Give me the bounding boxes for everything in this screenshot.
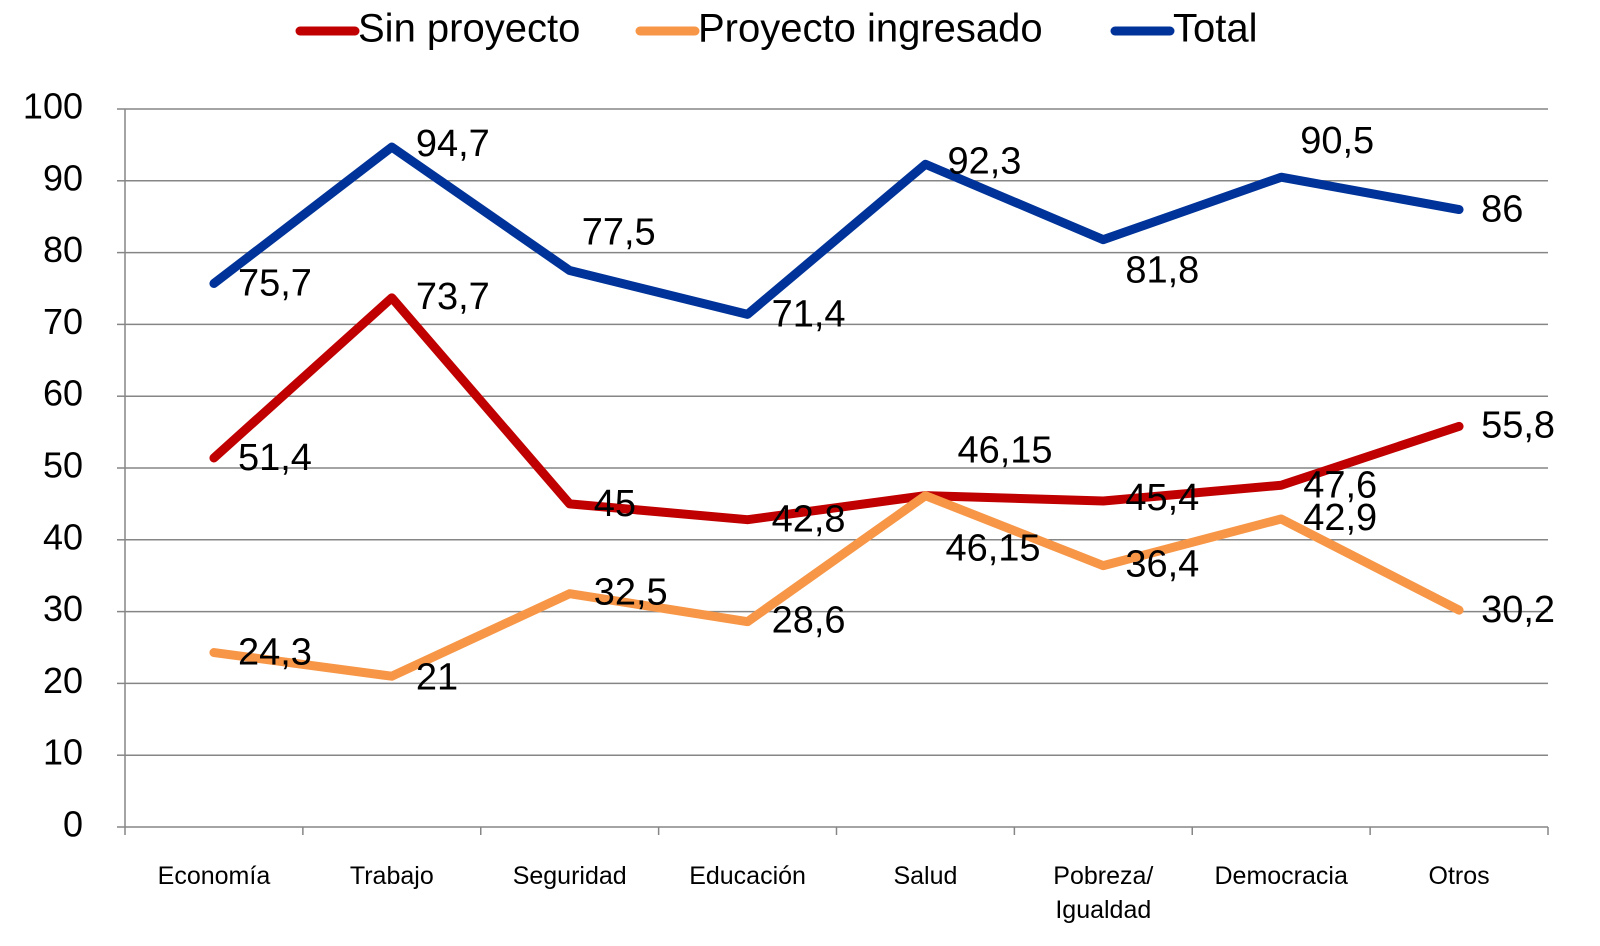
data-label: 77,5 bbox=[582, 212, 656, 254]
y-tick-label: 0 bbox=[63, 804, 83, 845]
y-tick-label: 60 bbox=[43, 373, 83, 414]
data-label: 21 bbox=[416, 656, 458, 698]
data-label: 42,8 bbox=[772, 499, 846, 541]
y-tick-label: 20 bbox=[43, 660, 83, 701]
data-label: 55,8 bbox=[1481, 404, 1555, 446]
data-label: 30,2 bbox=[1481, 589, 1555, 631]
data-label: 32,5 bbox=[594, 572, 668, 614]
x-tick-label: Salud bbox=[893, 862, 958, 890]
data-label: 92,3 bbox=[947, 140, 1021, 182]
data-label: 45,4 bbox=[1125, 477, 1199, 519]
x-tick-label: Trabajo bbox=[349, 862, 434, 890]
y-tick-label: 40 bbox=[43, 516, 83, 557]
data-label: 75,7 bbox=[238, 263, 312, 305]
x-tick-label: Pobreza/ Igualdad bbox=[1053, 862, 1154, 924]
y-tick-label: 50 bbox=[43, 445, 83, 486]
y-tick-label: 10 bbox=[43, 732, 83, 773]
data-label: 90,5 bbox=[1300, 120, 1374, 162]
data-label: 36,4 bbox=[1125, 544, 1199, 586]
data-label: 71,4 bbox=[772, 293, 846, 335]
x-tick-label: Economía bbox=[157, 862, 271, 890]
data-label: 94,7 bbox=[416, 123, 490, 165]
data-label: 45 bbox=[594, 483, 636, 525]
x-tick-label: Educación bbox=[689, 862, 806, 890]
y-tick-label: 90 bbox=[43, 157, 83, 198]
data-label: 42,9 bbox=[1303, 497, 1377, 539]
y-tick-label: 100 bbox=[23, 86, 83, 127]
data-label: 47,6 bbox=[1303, 464, 1377, 506]
data-label: 24,3 bbox=[238, 632, 312, 674]
y-tick-label: 70 bbox=[43, 301, 83, 342]
series-line bbox=[209, 142, 1464, 319]
data-label: 46,15 bbox=[957, 430, 1052, 472]
y-tick-label: 30 bbox=[43, 588, 83, 629]
legend-label: Proyecto ingresado bbox=[698, 7, 1043, 51]
y-tick-label: 80 bbox=[43, 229, 83, 270]
x-tick-label: Otros bbox=[1428, 862, 1490, 890]
x-tick-label: Seguridad bbox=[512, 862, 627, 890]
data-label: 81,8 bbox=[1125, 250, 1199, 292]
data-label: 46,15 bbox=[945, 528, 1040, 570]
x-tick-label: Democracia bbox=[1214, 862, 1348, 890]
series-line bbox=[209, 491, 1464, 681]
series-line bbox=[209, 293, 1464, 525]
legend-label: Sin proyecto bbox=[358, 7, 580, 51]
legend-label: Total bbox=[1173, 7, 1258, 51]
data-label: 73,7 bbox=[416, 276, 490, 318]
data-label: 28,6 bbox=[772, 600, 846, 642]
data-label: 51,4 bbox=[238, 437, 312, 479]
data-label: 86 bbox=[1481, 189, 1523, 231]
